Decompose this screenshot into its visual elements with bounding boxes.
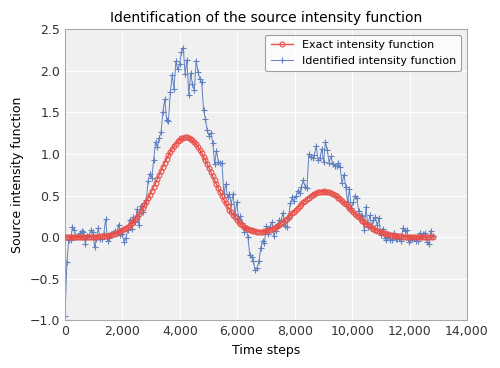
X-axis label: Time steps: Time steps xyxy=(232,344,300,357)
Exact intensity function xyxy=(182,135,188,139)
Exact intensity function xyxy=(84,235,90,239)
Identified intensity function xyxy=(130,215,136,220)
Exact intensity function xyxy=(160,164,166,169)
Line: Identified intensity function: Identified intensity function xyxy=(62,45,436,319)
Identified intensity function xyxy=(160,110,166,114)
Identified intensity function xyxy=(400,226,406,230)
Identified intensity function xyxy=(62,314,68,319)
Exact intensity function xyxy=(77,235,83,239)
Exact intensity function xyxy=(430,235,436,240)
Identified intensity function xyxy=(180,45,186,50)
Line: Exact intensity function: Exact intensity function xyxy=(62,135,435,240)
Y-axis label: Source intensity function: Source intensity function xyxy=(11,96,24,253)
Title: Identification of the source intensity function: Identification of the source intensity f… xyxy=(110,11,422,25)
Exact intensity function xyxy=(130,219,136,223)
Identified intensity function xyxy=(430,234,436,238)
Exact intensity function xyxy=(400,234,406,239)
Legend: Exact intensity function, Identified intensity function: Exact intensity function, Identified int… xyxy=(265,35,462,71)
Identified intensity function xyxy=(413,238,419,243)
Identified intensity function xyxy=(77,231,83,236)
Exact intensity function xyxy=(413,235,419,239)
Exact intensity function xyxy=(62,235,68,240)
Identified intensity function xyxy=(84,233,90,238)
